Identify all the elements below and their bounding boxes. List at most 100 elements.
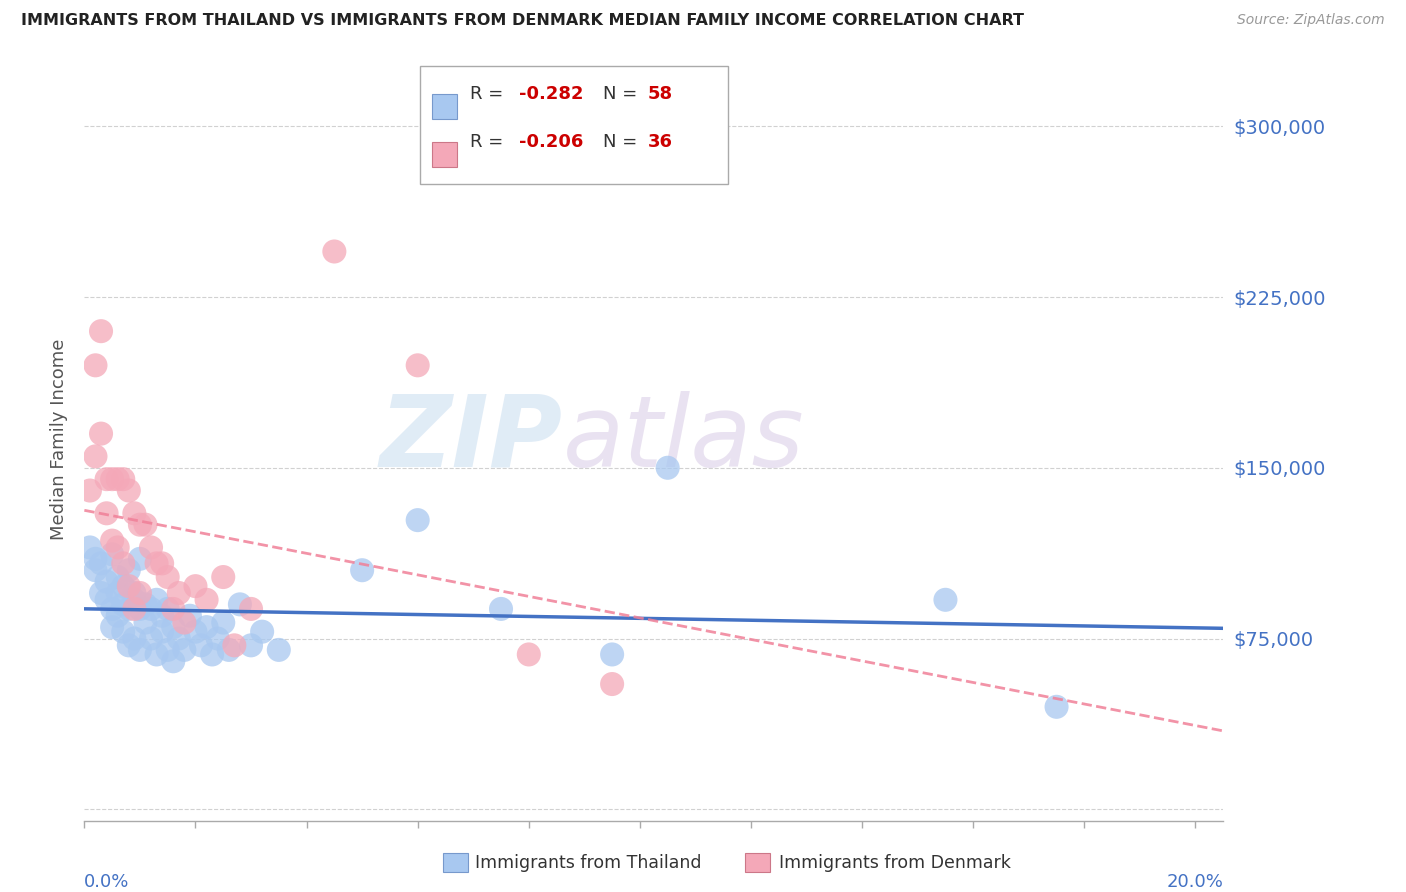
Point: [240, 602, 263, 616]
Point: [118, 563, 141, 577]
Point: [129, 517, 152, 532]
Point: [156, 602, 179, 616]
Text: ZIP: ZIP: [380, 391, 562, 488]
Point: [134, 615, 156, 630]
Point: [600, 677, 623, 691]
Point: [207, 632, 229, 646]
Point: [224, 638, 246, 652]
Point: [600, 648, 623, 662]
Point: [212, 615, 235, 630]
Point: [101, 602, 124, 616]
Point: [139, 541, 162, 555]
Point: [96, 592, 118, 607]
Text: -0.206: -0.206: [519, 133, 583, 151]
Point: [79, 483, 101, 498]
Point: [1045, 699, 1067, 714]
Point: [107, 586, 129, 600]
Point: [229, 598, 252, 612]
Point: [134, 598, 156, 612]
Text: N =: N =: [603, 85, 643, 103]
Point: [139, 632, 162, 646]
Text: R =: R =: [471, 133, 509, 151]
Point: [657, 460, 679, 475]
Point: [156, 643, 179, 657]
Point: [489, 602, 512, 616]
Point: [162, 654, 184, 668]
Text: Immigrants from Denmark: Immigrants from Denmark: [779, 854, 1011, 871]
Point: [184, 624, 207, 639]
Point: [173, 643, 195, 657]
Text: atlas: atlas: [562, 391, 804, 488]
Point: [212, 570, 235, 584]
Point: [112, 472, 135, 486]
Text: IMMIGRANTS FROM THAILAND VS IMMIGRANTS FROM DENMARK MEDIAN FAMILY INCOME CORRELA: IMMIGRANTS FROM THAILAND VS IMMIGRANTS F…: [21, 13, 1024, 29]
Point: [112, 624, 135, 639]
Point: [167, 632, 190, 646]
Point: [323, 244, 346, 259]
Point: [145, 592, 167, 607]
Point: [145, 557, 167, 571]
Point: [101, 620, 124, 634]
Point: [112, 579, 135, 593]
Point: [112, 598, 135, 612]
Text: Source: ZipAtlas.com: Source: ZipAtlas.com: [1237, 13, 1385, 28]
Point: [90, 426, 112, 441]
Point: [184, 579, 207, 593]
Point: [134, 517, 156, 532]
Point: [124, 602, 146, 616]
Point: [190, 638, 212, 652]
Point: [124, 592, 146, 607]
Point: [118, 579, 141, 593]
Bar: [432, 94, 457, 119]
Point: [118, 638, 141, 652]
Point: [112, 557, 135, 571]
Point: [96, 574, 118, 589]
Point: [517, 648, 540, 662]
Point: [162, 602, 184, 616]
Point: [84, 563, 107, 577]
Point: [84, 359, 107, 373]
Point: [124, 586, 146, 600]
Point: [118, 483, 141, 498]
Point: [173, 615, 195, 630]
Point: [124, 632, 146, 646]
Point: [90, 324, 112, 338]
Text: 58: 58: [648, 85, 673, 103]
Point: [107, 570, 129, 584]
Point: [352, 563, 374, 577]
Point: [107, 541, 129, 555]
Point: [90, 557, 112, 571]
Point: [267, 643, 290, 657]
Point: [129, 551, 152, 566]
Point: [201, 648, 224, 662]
Point: [96, 472, 118, 486]
Text: R =: R =: [471, 85, 509, 103]
Point: [150, 608, 173, 623]
Point: [79, 541, 101, 555]
Point: [129, 643, 152, 657]
Point: [218, 643, 240, 657]
Point: [179, 608, 201, 623]
Point: [406, 359, 429, 373]
Point: [96, 506, 118, 520]
Point: [150, 557, 173, 571]
Point: [406, 513, 429, 527]
Text: N =: N =: [603, 133, 643, 151]
Point: [934, 592, 956, 607]
Point: [107, 472, 129, 486]
Point: [118, 602, 141, 616]
Text: 0.0%: 0.0%: [84, 873, 129, 891]
Text: Immigrants from Thailand: Immigrants from Thailand: [475, 854, 702, 871]
Point: [129, 602, 152, 616]
Point: [195, 620, 218, 634]
FancyBboxPatch shape: [420, 66, 728, 184]
Point: [129, 586, 152, 600]
Point: [150, 624, 173, 639]
Point: [84, 450, 107, 464]
Point: [240, 638, 263, 652]
Point: [195, 592, 218, 607]
Text: 20.0%: 20.0%: [1167, 873, 1223, 891]
Point: [139, 602, 162, 616]
Point: [107, 608, 129, 623]
Bar: [432, 142, 457, 167]
